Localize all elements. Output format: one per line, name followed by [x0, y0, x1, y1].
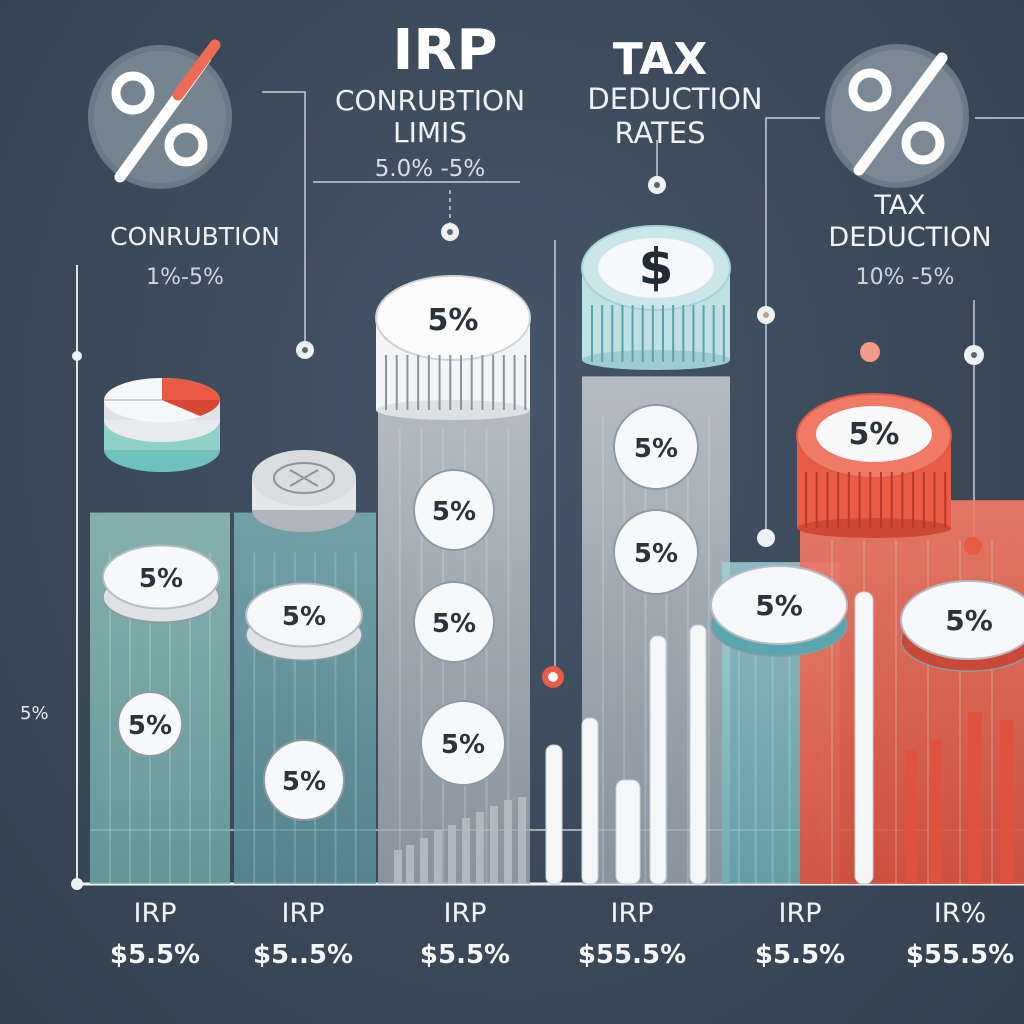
- category-label: IRP: [281, 898, 325, 929]
- bar-2: [234, 512, 376, 884]
- token-6: 5%: [413, 469, 495, 551]
- percent-icon: [825, 44, 969, 188]
- side-label-left-range: 1%-5%: [146, 265, 224, 290]
- token-label: 5%: [441, 730, 485, 760]
- y-axis-dot-top: [72, 351, 82, 361]
- y-axis-tick-label: 5%: [20, 703, 49, 724]
- token-13: 5%: [900, 580, 1024, 672]
- dollar-icon: $: [638, 238, 674, 296]
- category-value-label: $5.5%: [419, 940, 511, 970]
- token-label: 5%: [634, 434, 678, 464]
- token-9: 5%: [613, 404, 699, 490]
- category-value-label: $55.5%: [905, 940, 1015, 970]
- token-label: 5%: [428, 303, 479, 338]
- token-label: 5%: [634, 539, 678, 569]
- column-tops: [252, 225, 952, 538]
- token-label: 5%: [139, 564, 183, 594]
- token-label: 5%: [282, 602, 326, 632]
- category-label: IRP: [443, 898, 487, 929]
- category-value-label: $5..5%: [252, 940, 354, 970]
- token-label: 5%: [128, 711, 172, 741]
- cylinder-stripes: [385, 305, 947, 528]
- side-label-tax: TAX: [874, 190, 926, 221]
- tokens-layer: 5% 5% 5% 5% 5% 5% 5% 5% 5% 5% 5% 5% 5%: [102, 303, 1024, 821]
- token-11: 5%: [710, 565, 848, 657]
- subtitle-range: 5.0% -5%: [374, 156, 486, 182]
- category-label: IRP: [133, 898, 177, 929]
- token-7: 5%: [413, 581, 495, 663]
- token-label: 5%: [849, 417, 900, 452]
- token-12: 5%: [849, 417, 900, 452]
- side-label-contribution: CONRUBTION: [110, 222, 280, 251]
- token-3: 5%: [245, 582, 363, 661]
- y-axis-dot-bottom: [71, 878, 83, 890]
- subtitle-limits: LIMIS: [392, 116, 468, 149]
- grey-stripes: [394, 797, 526, 884]
- token-label: 5%: [282, 767, 326, 797]
- token-4: 5%: [263, 739, 345, 821]
- category-label: IRP: [778, 898, 822, 929]
- subtitle-contribution: CONRUBTION: [334, 84, 526, 117]
- category-value-label: $55.5%: [577, 940, 687, 970]
- side-label-right-range: 10% -5%: [855, 265, 955, 290]
- connector-dots: [296, 176, 984, 688]
- accent-stripes: [545, 591, 874, 885]
- token-8: 5%: [420, 700, 506, 786]
- percent-icon: [88, 39, 232, 189]
- category-value-label: $5.5%: [109, 940, 201, 970]
- pie-stack: [104, 378, 220, 472]
- token-label: 5%: [755, 589, 803, 622]
- side-label-deduction: DEDUCTION: [828, 222, 992, 253]
- title-deduction: DEDUCTION: [587, 82, 763, 116]
- token-1: 5%: [102, 544, 220, 623]
- token-label: 5%: [432, 497, 476, 527]
- page-title: IRP: [392, 18, 498, 83]
- category-label: IR%: [933, 898, 987, 929]
- token-5: 5%: [428, 303, 479, 338]
- title-rates: RATES: [614, 116, 706, 150]
- category-value-label: $5.5%: [754, 940, 846, 970]
- token-2: 5%: [117, 691, 183, 757]
- title-tax: TAX: [612, 34, 708, 85]
- category-label: IRP: [610, 898, 654, 929]
- red-stripes: [905, 712, 1014, 884]
- token-10: 5%: [613, 509, 699, 595]
- token-label: 5%: [432, 609, 476, 639]
- token-label: 5%: [945, 604, 993, 637]
